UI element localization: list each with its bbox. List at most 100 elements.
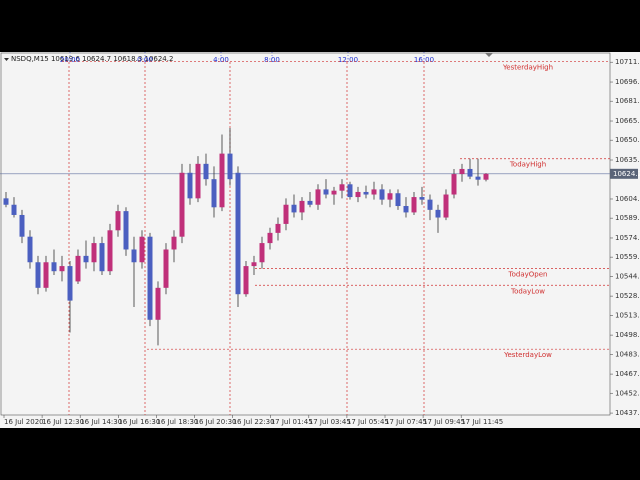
price-label: 10624.2 — [613, 170, 640, 178]
candle-body — [251, 262, 257, 267]
session-label: 12:00 — [338, 56, 358, 64]
candle-body — [155, 287, 161, 320]
y-tick-label: 10589.5 — [615, 214, 640, 222]
x-tick-label: 17 Jul 03:45 — [309, 418, 351, 426]
x-tick-label: 17 Jul 11:45 — [461, 418, 503, 426]
menu-arrow[interactable] — [4, 58, 9, 61]
candle-body — [339, 184, 345, 191]
candle-body — [19, 214, 25, 237]
candle-body — [259, 243, 265, 263]
x-tick-label: 16 Jul 18:30 — [156, 418, 198, 426]
candle-body — [75, 255, 81, 282]
y-tick-label: 10665.5 — [615, 117, 640, 125]
candle-body — [307, 200, 313, 205]
x-tick-label: 16 Jul 2020 — [4, 418, 44, 426]
candle-body — [299, 200, 305, 213]
candle-body — [387, 193, 393, 200]
candle-body — [323, 189, 329, 195]
candle-body — [355, 191, 361, 198]
candle-body — [179, 172, 185, 237]
candle-body — [451, 174, 457, 195]
candle-body — [395, 193, 401, 207]
candle-body — [283, 204, 289, 224]
candle-body — [131, 249, 137, 263]
candle-body — [379, 189, 385, 200]
candle-body — [227, 153, 233, 180]
x-tick-label: 17 Jul 05:45 — [347, 418, 389, 426]
price-tag — [610, 168, 638, 179]
candle-body — [211, 179, 217, 208]
y-tick-label: 10574.0 — [615, 234, 640, 242]
candle-body — [347, 184, 353, 198]
candle-body — [123, 211, 129, 250]
candle-body — [99, 243, 105, 272]
candle-body — [275, 223, 281, 233]
candle-body — [195, 163, 201, 199]
x-tick-label: 17 Jul 09:45 — [423, 418, 465, 426]
candle-body — [403, 206, 409, 213]
y-tick-label: 10711.5 — [615, 58, 640, 66]
x-tick-label: 17 Jul 01:45 — [271, 418, 313, 426]
y-tick-label: 10513.5 — [615, 311, 640, 319]
candle-body — [243, 266, 249, 295]
candle-body — [11, 204, 17, 215]
candle-body — [371, 189, 377, 195]
candle-body — [419, 197, 425, 200]
candle-body — [427, 199, 433, 210]
y-tick-label: 10483.0 — [615, 350, 640, 358]
plot-background — [0, 52, 640, 428]
candle-body — [483, 173, 489, 180]
x-tick-label: 16 Jul 16:30 — [118, 418, 160, 426]
candle-body — [107, 230, 113, 272]
candle-body — [467, 168, 473, 177]
y-tick-label: 10452.5 — [615, 389, 640, 397]
candle-body — [315, 189, 321, 205]
plot-frame — [0, 52, 611, 416]
level-label: TodayHigh — [509, 161, 546, 169]
y-tick-label: 10604.5 — [615, 195, 640, 203]
candle-body — [59, 266, 65, 272]
x-tick-label: 16 Jul 20:30 — [195, 418, 237, 426]
candle-body — [115, 211, 121, 231]
candle-body — [163, 249, 169, 288]
shift-marker[interactable] — [485, 53, 493, 57]
y-tick-label: 10498.0 — [615, 331, 640, 339]
chart-title: NSDQ,M15 10619.6 10624.7 10618.3 10624.2 — [11, 55, 173, 63]
candle-body — [139, 236, 145, 263]
level-label: TodayLow — [510, 287, 545, 295]
candle-body — [83, 255, 89, 263]
session-label: 0:00 — [137, 56, 153, 64]
level-label: YesterdayHigh — [502, 64, 553, 72]
y-tick-label: 10635.0 — [615, 156, 640, 164]
y-tick-label: 10650.5 — [615, 136, 640, 144]
candle-body — [187, 172, 193, 199]
candle-body — [291, 204, 297, 213]
y-tick-label: 10528.5 — [615, 292, 640, 300]
candle-body — [235, 172, 241, 295]
candle-body — [51, 262, 57, 272]
candle-body — [43, 262, 49, 288]
y-tick-label: 10559.0 — [615, 253, 640, 261]
candle-body — [459, 168, 465, 175]
candle-body — [203, 163, 209, 180]
candle-body — [363, 191, 369, 195]
candle-body — [27, 236, 33, 263]
y-tick-label: 10681.0 — [615, 97, 640, 105]
candle-body — [91, 243, 97, 263]
candle-body — [435, 209, 441, 218]
candle-body — [147, 236, 153, 320]
candle-body — [35, 262, 41, 288]
session-label: 20:00 — [60, 56, 80, 64]
x-tick-label: 16 Jul 22:30 — [233, 418, 275, 426]
session-label: 4:00 — [213, 56, 229, 64]
level-label: TodayOpen — [508, 271, 548, 279]
y-tick-label: 10467.5 — [615, 370, 640, 378]
candle-body — [267, 232, 273, 244]
candle-body — [219, 153, 225, 208]
x-tick-label: 16 Jul 14:30 — [80, 418, 122, 426]
candle-body — [3, 198, 9, 205]
candle-body — [331, 190, 337, 195]
candle-body — [475, 176, 481, 180]
y-tick-label: 10696.0 — [615, 78, 640, 86]
